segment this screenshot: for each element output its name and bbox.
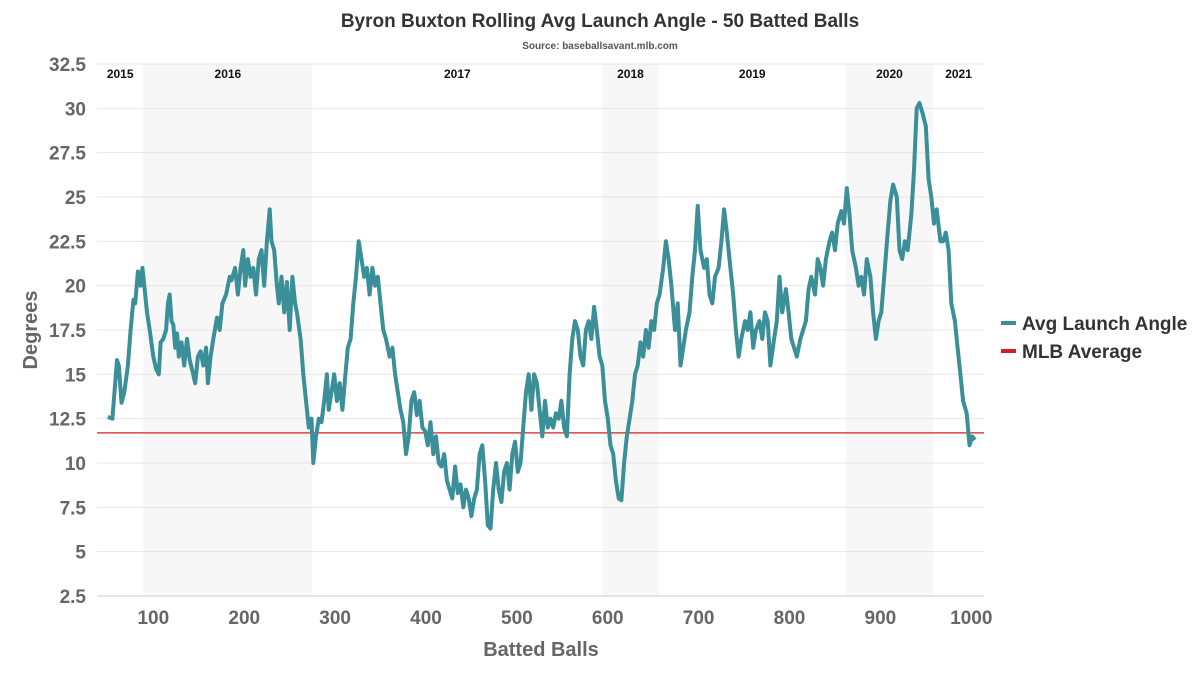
y-axis-ticks: 2.5 5 7.5 10 12.5 15 17.5 20 22.5 25 27.5 30 32.5 — [49, 55, 86, 608]
y-tick-label: 27.5 — [49, 144, 86, 165]
season-label-2015: 2015 — [107, 67, 134, 81]
x-tick-label: 100 — [137, 608, 169, 629]
y-tick-label: 20 — [65, 277, 86, 298]
season-labels: 2015 2016 2017 2018 2019 2020 2021 — [107, 67, 972, 81]
chart-subtitle: Source: baseballsavant.mlb.com — [522, 41, 678, 52]
season-label-2018: 2018 — [617, 67, 644, 81]
x-tick-label: 700 — [683, 608, 715, 629]
y-tick-label: 2.5 — [60, 587, 87, 608]
legend-item-avg-launch-angle[interactable]: Avg Launch Angle — [1001, 314, 1187, 335]
season-label-2017: 2017 — [444, 67, 471, 81]
y-tick-label: 25 — [65, 188, 87, 209]
season-label-2019: 2019 — [739, 67, 766, 81]
legend: Avg Launch Angle MLB Average — [1001, 314, 1187, 363]
x-tick-label: 400 — [410, 608, 442, 629]
y-tick-label: 5 — [75, 543, 86, 564]
legend-label-avg-launch-angle: Avg Launch Angle — [1022, 314, 1187, 335]
x-axis-label: Batted Balls — [483, 639, 599, 661]
x-tick-label: 500 — [501, 608, 533, 629]
avg-launch-angle-line — [107, 101, 977, 531]
y-tick-label: 32.5 — [49, 55, 86, 76]
y-tick-label: 17.5 — [49, 321, 86, 342]
y-tick-label: 15 — [65, 365, 87, 386]
legend-item-mlb-average[interactable]: MLB Average — [1001, 342, 1142, 363]
chart-title: Byron Buxton Rolling Avg Launch Angle - … — [341, 11, 859, 32]
x-tick-label: 200 — [228, 608, 260, 629]
season-label-2016: 2016 — [215, 67, 242, 81]
y-tick-label: 22.5 — [49, 232, 86, 253]
x-tick-label: 1000 — [950, 608, 992, 629]
x-tick-label: 900 — [865, 608, 897, 629]
y-tick-label: 12.5 — [49, 410, 86, 431]
y-tick-label: 30 — [65, 99, 86, 120]
y-tick-label: 10 — [65, 454, 86, 475]
season-label-2020: 2020 — [876, 67, 903, 81]
x-tick-label: 300 — [319, 608, 351, 629]
x-tick-label: 800 — [774, 608, 806, 629]
legend-label-mlb-average: MLB Average — [1022, 342, 1142, 363]
y-axis-label: Degrees — [20, 291, 42, 370]
y-tick-label: 7.5 — [60, 498, 87, 519]
season-label-2021: 2021 — [945, 67, 972, 81]
x-tick-label: 600 — [592, 608, 624, 629]
x-axis-ticks: 100 200 300 400 500 600 700 800 900 1000 — [137, 608, 992, 629]
